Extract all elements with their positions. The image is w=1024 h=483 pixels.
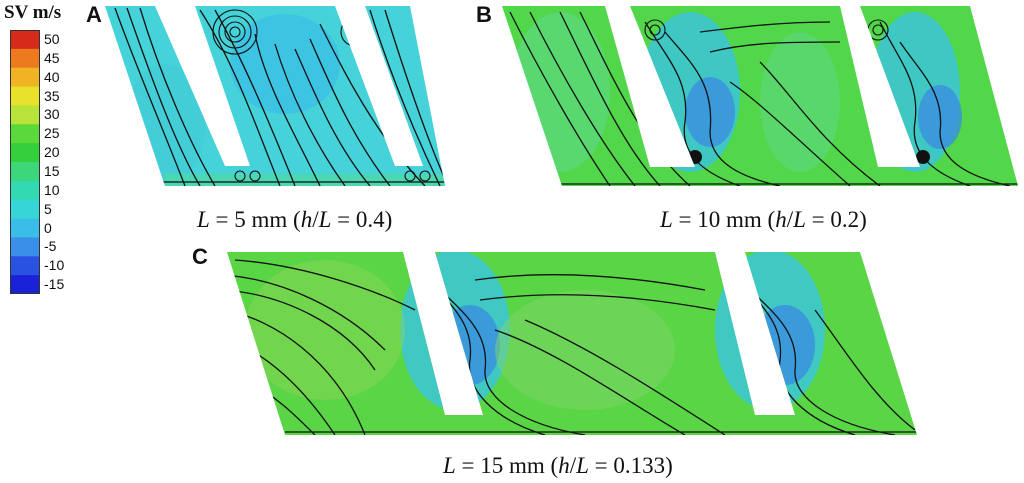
caption-panel-c: L = 15 mm (h/L = 0.133)	[443, 453, 673, 478]
legend-color-swatch	[10, 143, 40, 163]
legend-tick-label: 25	[44, 125, 60, 142]
legend-tick-label: 10	[44, 181, 60, 198]
legend-color-swatch	[10, 275, 40, 294]
legend-tick-label: 35	[44, 87, 60, 104]
legend-colorbar	[10, 30, 40, 294]
legend-tick-label: 5	[44, 200, 52, 217]
legend-tick-label: 15	[44, 163, 60, 179]
legend-tick-label: 50	[44, 31, 60, 47]
legend-color-swatch	[10, 162, 40, 182]
legend-tick-label: 0	[44, 219, 52, 236]
legend-color-swatch	[10, 256, 40, 276]
legend-color-swatch	[10, 180, 40, 201]
panel-letter-c: C	[192, 244, 208, 269]
legend-color-swatch	[10, 30, 40, 50]
legend-color-swatch	[10, 218, 40, 238]
legend-tick-label: -15	[44, 276, 65, 293]
legend-color-swatch	[10, 124, 40, 144]
legend-frame	[10, 30, 40, 294]
legend-tick-label: 20	[44, 144, 60, 161]
legend-tick-label: 30	[44, 106, 60, 123]
legend-tick-label: 40	[44, 68, 60, 85]
legend-color-swatch	[10, 105, 40, 125]
legend-color-swatch	[10, 48, 40, 69]
flow-field-panel-a	[105, 6, 445, 186]
flow-field-panel-b	[502, 6, 1018, 186]
legend-color-swatch	[10, 67, 40, 88]
flow-field-panel-c	[227, 252, 917, 435]
caption-panel-a: L = 5 mm (h/L = 0.4)	[197, 207, 393, 232]
legend-color-swatch	[10, 199, 40, 220]
legend-color-swatch	[10, 237, 40, 257]
legend-tick-label: 45	[44, 49, 60, 66]
legend-tick-label: -10	[44, 257, 65, 274]
legend-title: SV m/s	[4, 2, 62, 23]
legend-tick-label: -5	[44, 238, 57, 255]
caption-panel-b: L = 10 mm (h/L = 0.2)	[660, 207, 867, 232]
legend-color-swatch	[10, 86, 40, 106]
panel-letter-a: A	[86, 2, 102, 27]
panel-letter-b: B	[476, 2, 492, 27]
